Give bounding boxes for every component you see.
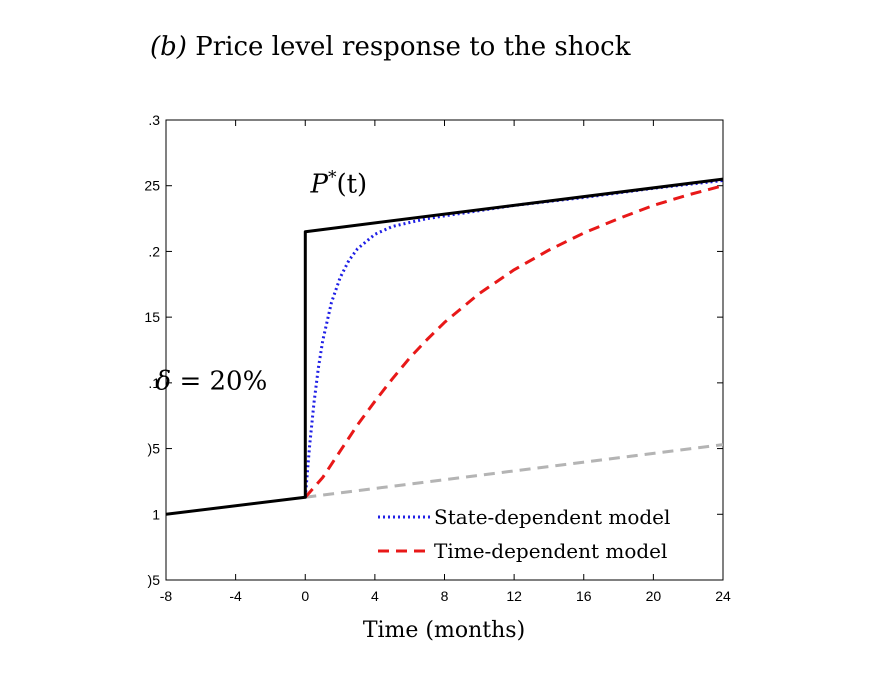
annotation-layer: P*(t) δ = 20%	[156, 167, 368, 396]
y-tick-label: .3	[148, 112, 160, 128]
y-tick-label: 1	[152, 506, 160, 522]
annotation-0: P*(t)	[309, 167, 367, 199]
panel-title: Price level response to the shock	[195, 32, 631, 62]
x-tick-label: 12	[506, 588, 522, 604]
y-tick-label: )5	[148, 572, 161, 588]
x-tick-label: 16	[576, 588, 592, 604]
y-tick-label: 25	[144, 178, 160, 194]
x-axis-label: Time (months)	[363, 618, 525, 643]
panel-tag: (b)	[150, 32, 187, 62]
series-layer	[166, 177, 723, 516]
legend-label-1: Time-dependent model	[434, 539, 667, 563]
series-line-3	[305, 443, 723, 499]
series-line-2	[304, 184, 723, 499]
y-tick-label: 15	[144, 309, 160, 325]
x-tick-label: 20	[646, 588, 662, 604]
x-tick-label: 4	[371, 588, 379, 604]
y-tick-label: )5	[148, 441, 161, 457]
y-tick-label: .2	[148, 243, 160, 259]
x-tick-label: 0	[301, 588, 309, 604]
legend-label-0: State-dependent model	[434, 505, 670, 529]
chart-title: (b) Price level response to the shock	[150, 32, 630, 62]
x-tick-label: -4	[229, 588, 242, 604]
annotation-1: δ = 20%	[156, 366, 268, 396]
series-line-0	[166, 177, 723, 516]
x-tick-label: 8	[441, 588, 449, 604]
legend: State-dependent model Time-dependent mode…	[378, 505, 670, 563]
series-line-1	[303, 179, 723, 498]
axis-ticks: -8 -4 0 4 8 12 16 20 24 )5 1 )5 .1 15 .2 25 .3	[144, 112, 731, 604]
y-tick-label: .1	[148, 375, 160, 391]
x-tick-label: 24	[715, 588, 731, 604]
x-tick-label: -8	[160, 588, 173, 604]
